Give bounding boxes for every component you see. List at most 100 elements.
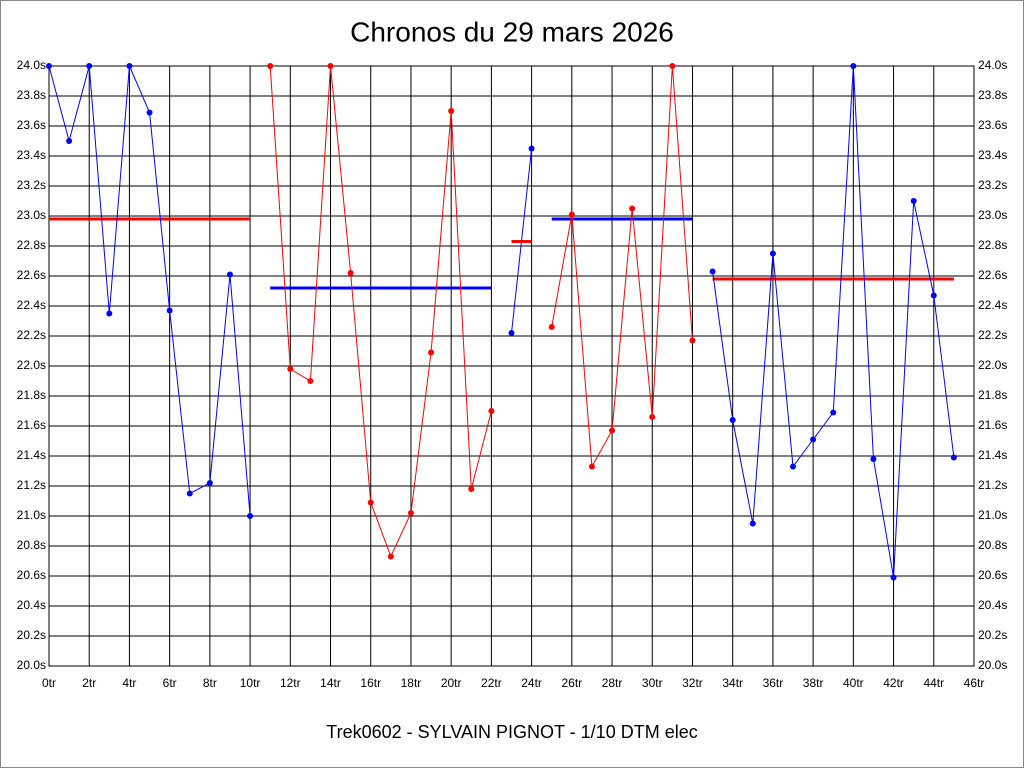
lap-point (106, 310, 113, 317)
lap-point (689, 337, 696, 344)
y2-tick-label: 22.2s (978, 328, 1007, 342)
lap-point (226, 271, 233, 278)
y-tick-label: 22.0s (17, 358, 46, 372)
y2-tick-label: 22.0s (978, 358, 1007, 372)
y2-tick-label: 23.2s (978, 178, 1007, 192)
lap-point (146, 109, 153, 116)
lap-point (568, 211, 575, 218)
lap-point (367, 499, 374, 506)
y2-tick-label: 21.8s (978, 388, 1007, 402)
y-tick-label: 20.8s (17, 538, 46, 552)
x-tick-label: 26tr (561, 676, 582, 690)
lap-point (387, 553, 394, 560)
y2-tick-label: 23.6s (978, 118, 1007, 132)
lap-point (548, 324, 555, 330)
lap-point (86, 63, 93, 69)
y-tick-label: 21.0s (17, 508, 46, 522)
y-tick-label: 22.4s (17, 298, 46, 312)
x-tick-label: 14tr (320, 676, 341, 690)
y2-tick-label: 20.8s (978, 538, 1007, 552)
lap-point (729, 417, 736, 423)
y2-tick-label: 23.0s (978, 208, 1007, 222)
y2-tick-label: 20.0s (978, 658, 1007, 672)
y-tick-label: 20.2s (17, 628, 46, 642)
x-tick-label: 10tr (240, 676, 261, 690)
x-tick-label: 34tr (722, 676, 743, 690)
lap-point (468, 486, 475, 492)
x-tick-label: 22tr (481, 676, 502, 690)
lap-point (287, 366, 294, 372)
y2-tick-label: 21.4s (978, 448, 1007, 462)
y2-tick-label: 24.0s (978, 58, 1007, 72)
plot-border (48, 65, 975, 667)
lap-line (511, 148, 533, 334)
lap-point (327, 63, 334, 69)
lap-point (810, 436, 817, 443)
lap-point (347, 270, 354, 276)
lap-point (407, 510, 414, 516)
y-tick-label: 20.4s (17, 598, 46, 612)
lap-point (930, 292, 937, 299)
lap-point (428, 349, 435, 356)
x-tick-label: 2tr (82, 676, 96, 690)
y-tick-label: 20.0s (17, 658, 46, 672)
x-tick-label: 20tr (441, 676, 462, 690)
y2-tick-label: 23.4s (978, 148, 1007, 162)
y2-tick-label: 22.6s (978, 268, 1007, 282)
lap-point (910, 198, 917, 204)
lap-line (269, 65, 492, 558)
y-tick-label: 23.4s (17, 148, 46, 162)
y2-tick-label: 21.2s (978, 478, 1007, 492)
x-tick-label: 8tr (203, 676, 217, 690)
lap-point (870, 456, 877, 462)
y2-tick-label: 22.4s (978, 298, 1007, 312)
lap-point (790, 463, 797, 470)
y2-tick-label: 21.6s (978, 418, 1007, 432)
y-tick-label: 23.8s (17, 88, 46, 102)
x-tick-label: 40tr (843, 676, 864, 690)
y2-tick-label: 20.4s (978, 598, 1007, 612)
lap-point (448, 108, 455, 114)
lap-point (609, 427, 616, 434)
y2-tick-label: 20.6s (978, 568, 1007, 582)
lap-point (166, 307, 173, 314)
lap-point (247, 513, 254, 519)
x-tick-label: 4tr (122, 676, 136, 690)
lap-point (488, 408, 495, 414)
lap-point (649, 414, 656, 420)
x-tick-label: 18tr (401, 676, 422, 690)
y-tick-label: 21.2s (17, 478, 46, 492)
y-tick-label: 21.8s (17, 388, 46, 402)
y2-tick-label: 23.8s (978, 88, 1007, 102)
y2-tick-label: 20.2s (978, 628, 1007, 642)
y2-tick-label: 22.8s (978, 238, 1007, 252)
y-tick-label: 24.0s (17, 58, 46, 72)
y-tick-label: 23.2s (17, 178, 46, 192)
x-tick-label: 38tr (803, 676, 824, 690)
lap-point (629, 205, 636, 212)
x-tick-label: 30tr (642, 676, 663, 690)
lap-point (186, 490, 193, 497)
x-tick-label: 44tr (923, 676, 944, 690)
x-tick-label: 0tr (42, 676, 56, 690)
lap-point (588, 463, 595, 470)
y-tick-label: 23.0s (17, 208, 46, 222)
y-tick-label: 23.6s (17, 118, 46, 132)
x-tick-label: 46tr (964, 676, 985, 690)
lap-point (669, 63, 676, 69)
y-tick-label: 21.4s (17, 448, 46, 462)
x-tick-label: 6tr (163, 676, 177, 690)
x-tick-label: 42tr (883, 676, 904, 690)
lap-point (528, 145, 535, 152)
x-tick-label: 28tr (602, 676, 623, 690)
y2-tick-label: 21.0s (978, 508, 1007, 522)
lap-point (66, 138, 73, 144)
y-tick-label: 20.6s (17, 568, 46, 582)
lap-point (850, 63, 857, 69)
lap-point (46, 63, 52, 69)
lap-point (267, 63, 274, 69)
x-tick-label: 24tr (521, 676, 542, 690)
lap-line (551, 65, 693, 469)
x-tick-label: 36tr (763, 676, 784, 690)
